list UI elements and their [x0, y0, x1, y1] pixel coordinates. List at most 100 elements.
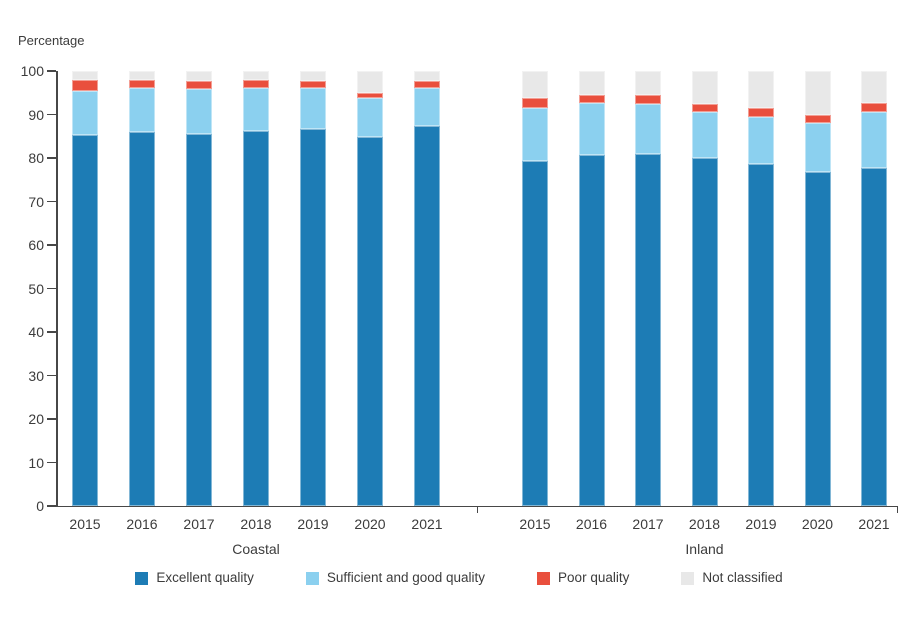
x-axis-downtick — [896, 505, 898, 513]
bar-segment-not-classified — [129, 71, 155, 80]
bar-segment-not-classified — [861, 71, 887, 104]
bar-segment-not-classified — [72, 71, 98, 80]
bar-segment-sufficient-good — [522, 107, 548, 161]
bar-segment-sufficient-good — [357, 98, 383, 138]
x-tick-label: 2016 — [126, 516, 158, 532]
y-tick-mark — [47, 113, 56, 116]
legend-swatch-sufficient-good — [305, 571, 319, 585]
legend-swatch-poor — [537, 571, 551, 585]
y-tick-mark — [47, 418, 56, 420]
bar-segment-excellent — [186, 133, 212, 506]
y-tick-mark — [47, 70, 56, 72]
bar-segment-not-classified — [691, 71, 718, 104]
legend-item-excellent[interactable]: Excellent quality — [135, 570, 254, 586]
y-tick-label: 60 — [28, 237, 44, 253]
y-tick-label: 50 — [28, 280, 44, 297]
plot-area — [57, 71, 898, 506]
bar-segment-poor — [635, 94, 661, 105]
bar-segment-sufficient-good — [578, 103, 605, 155]
bar-segment-poor — [72, 79, 98, 91]
bar-segment-not-classified — [522, 71, 548, 98]
bar-segment-sufficient-good — [748, 116, 774, 165]
x-tick-label: 2020 — [801, 516, 834, 532]
bar-segment-poor — [804, 114, 831, 124]
bar-segment-sufficient-good — [635, 104, 661, 154]
bar-segment-sufficient-good — [414, 87, 440, 127]
bar-segment-not-classified — [748, 71, 774, 108]
bar-segment-excellent — [414, 126, 440, 506]
bar-segment-poor — [578, 95, 605, 104]
y-tick-label: 100 — [20, 63, 44, 79]
x-tick-label: 2019 — [297, 516, 329, 532]
y-tick-label: 80 — [28, 150, 44, 166]
bar-segment-excellent — [691, 158, 718, 506]
bar-segment-poor — [300, 81, 326, 88]
y-axis-unit-label: Percentage — [18, 33, 85, 48]
bar-segment-sufficient-good — [691, 112, 718, 159]
bar-segment-not-classified — [300, 71, 326, 82]
x-tick-label: 2018 — [240, 516, 272, 532]
bar-segment-poor — [748, 107, 774, 117]
bar-segment-not-classified — [243, 71, 269, 81]
y-tick-mark — [47, 244, 56, 246]
x-tick-label: 2015 — [519, 516, 551, 532]
bar-segment-not-classified — [635, 71, 661, 95]
y-tick-label: 70 — [28, 193, 44, 210]
y-tick-mark — [47, 200, 56, 203]
bar-segment-excellent — [300, 129, 326, 506]
legend: Excellent quality Sufficient and good qua… — [0, 570, 918, 586]
bar-segment-excellent — [72, 134, 98, 506]
legend-item-sufficient-good[interactable]: Sufficient and good quality — [305, 570, 485, 586]
bar-segment-not-classified — [357, 71, 383, 94]
bar-segment-poor — [186, 81, 212, 89]
legend-swatch-not-classified — [681, 571, 695, 585]
bar-segment-excellent — [357, 137, 383, 506]
x-axis-downtick — [476, 505, 478, 513]
x-tick-label: 2018 — [688, 516, 721, 532]
bar-segment-sufficient-good — [804, 123, 831, 172]
x-tick-label: 2015 — [69, 516, 101, 532]
bar-segment-excellent — [748, 164, 774, 506]
y-tick-label: 10 — [28, 454, 44, 471]
bar-segment-excellent — [635, 153, 661, 506]
legend-item-not-classified[interactable]: Not classified — [681, 570, 783, 586]
legend-swatch-excellent — [135, 571, 149, 585]
y-tick-mark — [47, 331, 56, 333]
y-tick-label: 30 — [28, 367, 44, 384]
bar-segment-excellent — [578, 154, 605, 506]
bar-segment-poor — [691, 103, 718, 113]
legend-item-poor[interactable]: Poor quality — [537, 570, 629, 586]
bar-segment-poor — [414, 81, 440, 88]
y-axis-line — [56, 71, 58, 506]
bar-segment-sufficient-good — [861, 112, 887, 168]
y-tick-label: 40 — [28, 324, 44, 340]
x-tick-label: 2017 — [183, 516, 215, 532]
group-label-coastal: Coastal — [232, 541, 280, 557]
x-tick-label: 2021 — [858, 516, 890, 532]
bar-segment-poor — [129, 79, 155, 89]
bar-segment-not-classified — [578, 71, 605, 96]
x-tick-label: 2019 — [745, 516, 777, 532]
y-tick-label: 0 — [36, 498, 44, 514]
bar-segment-excellent — [243, 131, 269, 506]
bar-segment-poor — [522, 97, 548, 108]
x-tick-label: 2016 — [575, 516, 608, 532]
bar-segment-sufficient-good — [243, 87, 269, 132]
group-label-inland: Inland — [685, 541, 724, 557]
y-tick-mark — [47, 374, 56, 377]
legend-label: Excellent quality — [156, 570, 254, 585]
y-tick-label: 20 — [28, 411, 44, 427]
bar-segment-sufficient-good — [186, 88, 212, 134]
bar-segment-excellent — [129, 131, 155, 506]
legend-label: Not classified — [702, 570, 783, 585]
bar-segment-excellent — [522, 160, 548, 506]
bar-segment-not-classified — [414, 71, 440, 82]
y-tick-mark — [47, 287, 56, 290]
bar-segment-sufficient-good — [300, 87, 326, 130]
bar-segment-sufficient-good — [72, 90, 98, 135]
bar-segment-excellent — [861, 167, 887, 506]
bar-segment-poor — [357, 93, 383, 99]
x-tick-label: 2020 — [354, 516, 386, 532]
bar-segment-not-classified — [186, 71, 212, 82]
